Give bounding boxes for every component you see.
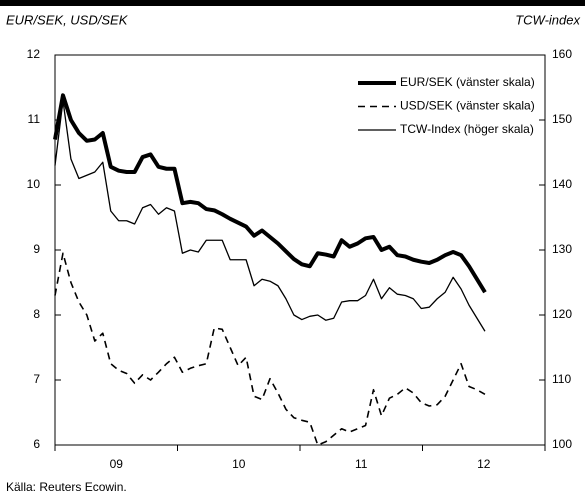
y2-tick-label: 110 xyxy=(552,372,571,386)
plot-frame xyxy=(54,54,546,446)
x-tick-label: 11 xyxy=(355,457,368,471)
y-tick-label: 9 xyxy=(33,242,40,256)
y2-tick-label: 140 xyxy=(552,177,572,191)
y-tick-label: 11 xyxy=(28,112,41,126)
y-tick-label: 6 xyxy=(33,437,40,451)
y2-tick-label: 150 xyxy=(552,112,572,126)
y-tick-label: 7 xyxy=(33,372,40,386)
x-tick-label: 09 xyxy=(110,457,124,471)
series-line xyxy=(53,93,487,294)
y2-tick-label: 100 xyxy=(552,437,572,451)
y2-tick-label: 120 xyxy=(552,307,572,321)
legend-label: EUR/SEK (vänster skala) xyxy=(400,75,535,89)
legend-label: USD/SEK (vänster skala) xyxy=(400,99,535,113)
header-bar xyxy=(0,0,585,6)
y-tick-label: 8 xyxy=(33,307,40,321)
y2-axis-label: TCW-index xyxy=(515,12,580,27)
legend-label: TCW-Index (höger skala) xyxy=(400,122,534,136)
y-tick-label: 12 xyxy=(27,47,41,61)
y2-tick-label: 160 xyxy=(552,47,572,61)
series-line xyxy=(54,99,486,332)
series-line xyxy=(54,252,486,446)
x-tick-label: 10 xyxy=(232,457,246,471)
y-tick-label: 10 xyxy=(27,177,41,191)
y2-tick-label: 130 xyxy=(552,242,572,256)
source-note: Källa: Reuters Ecowin. xyxy=(6,480,127,494)
y-axis-label: EUR/SEK, USD/SEK xyxy=(6,12,129,27)
x-tick-label: 12 xyxy=(477,457,491,471)
